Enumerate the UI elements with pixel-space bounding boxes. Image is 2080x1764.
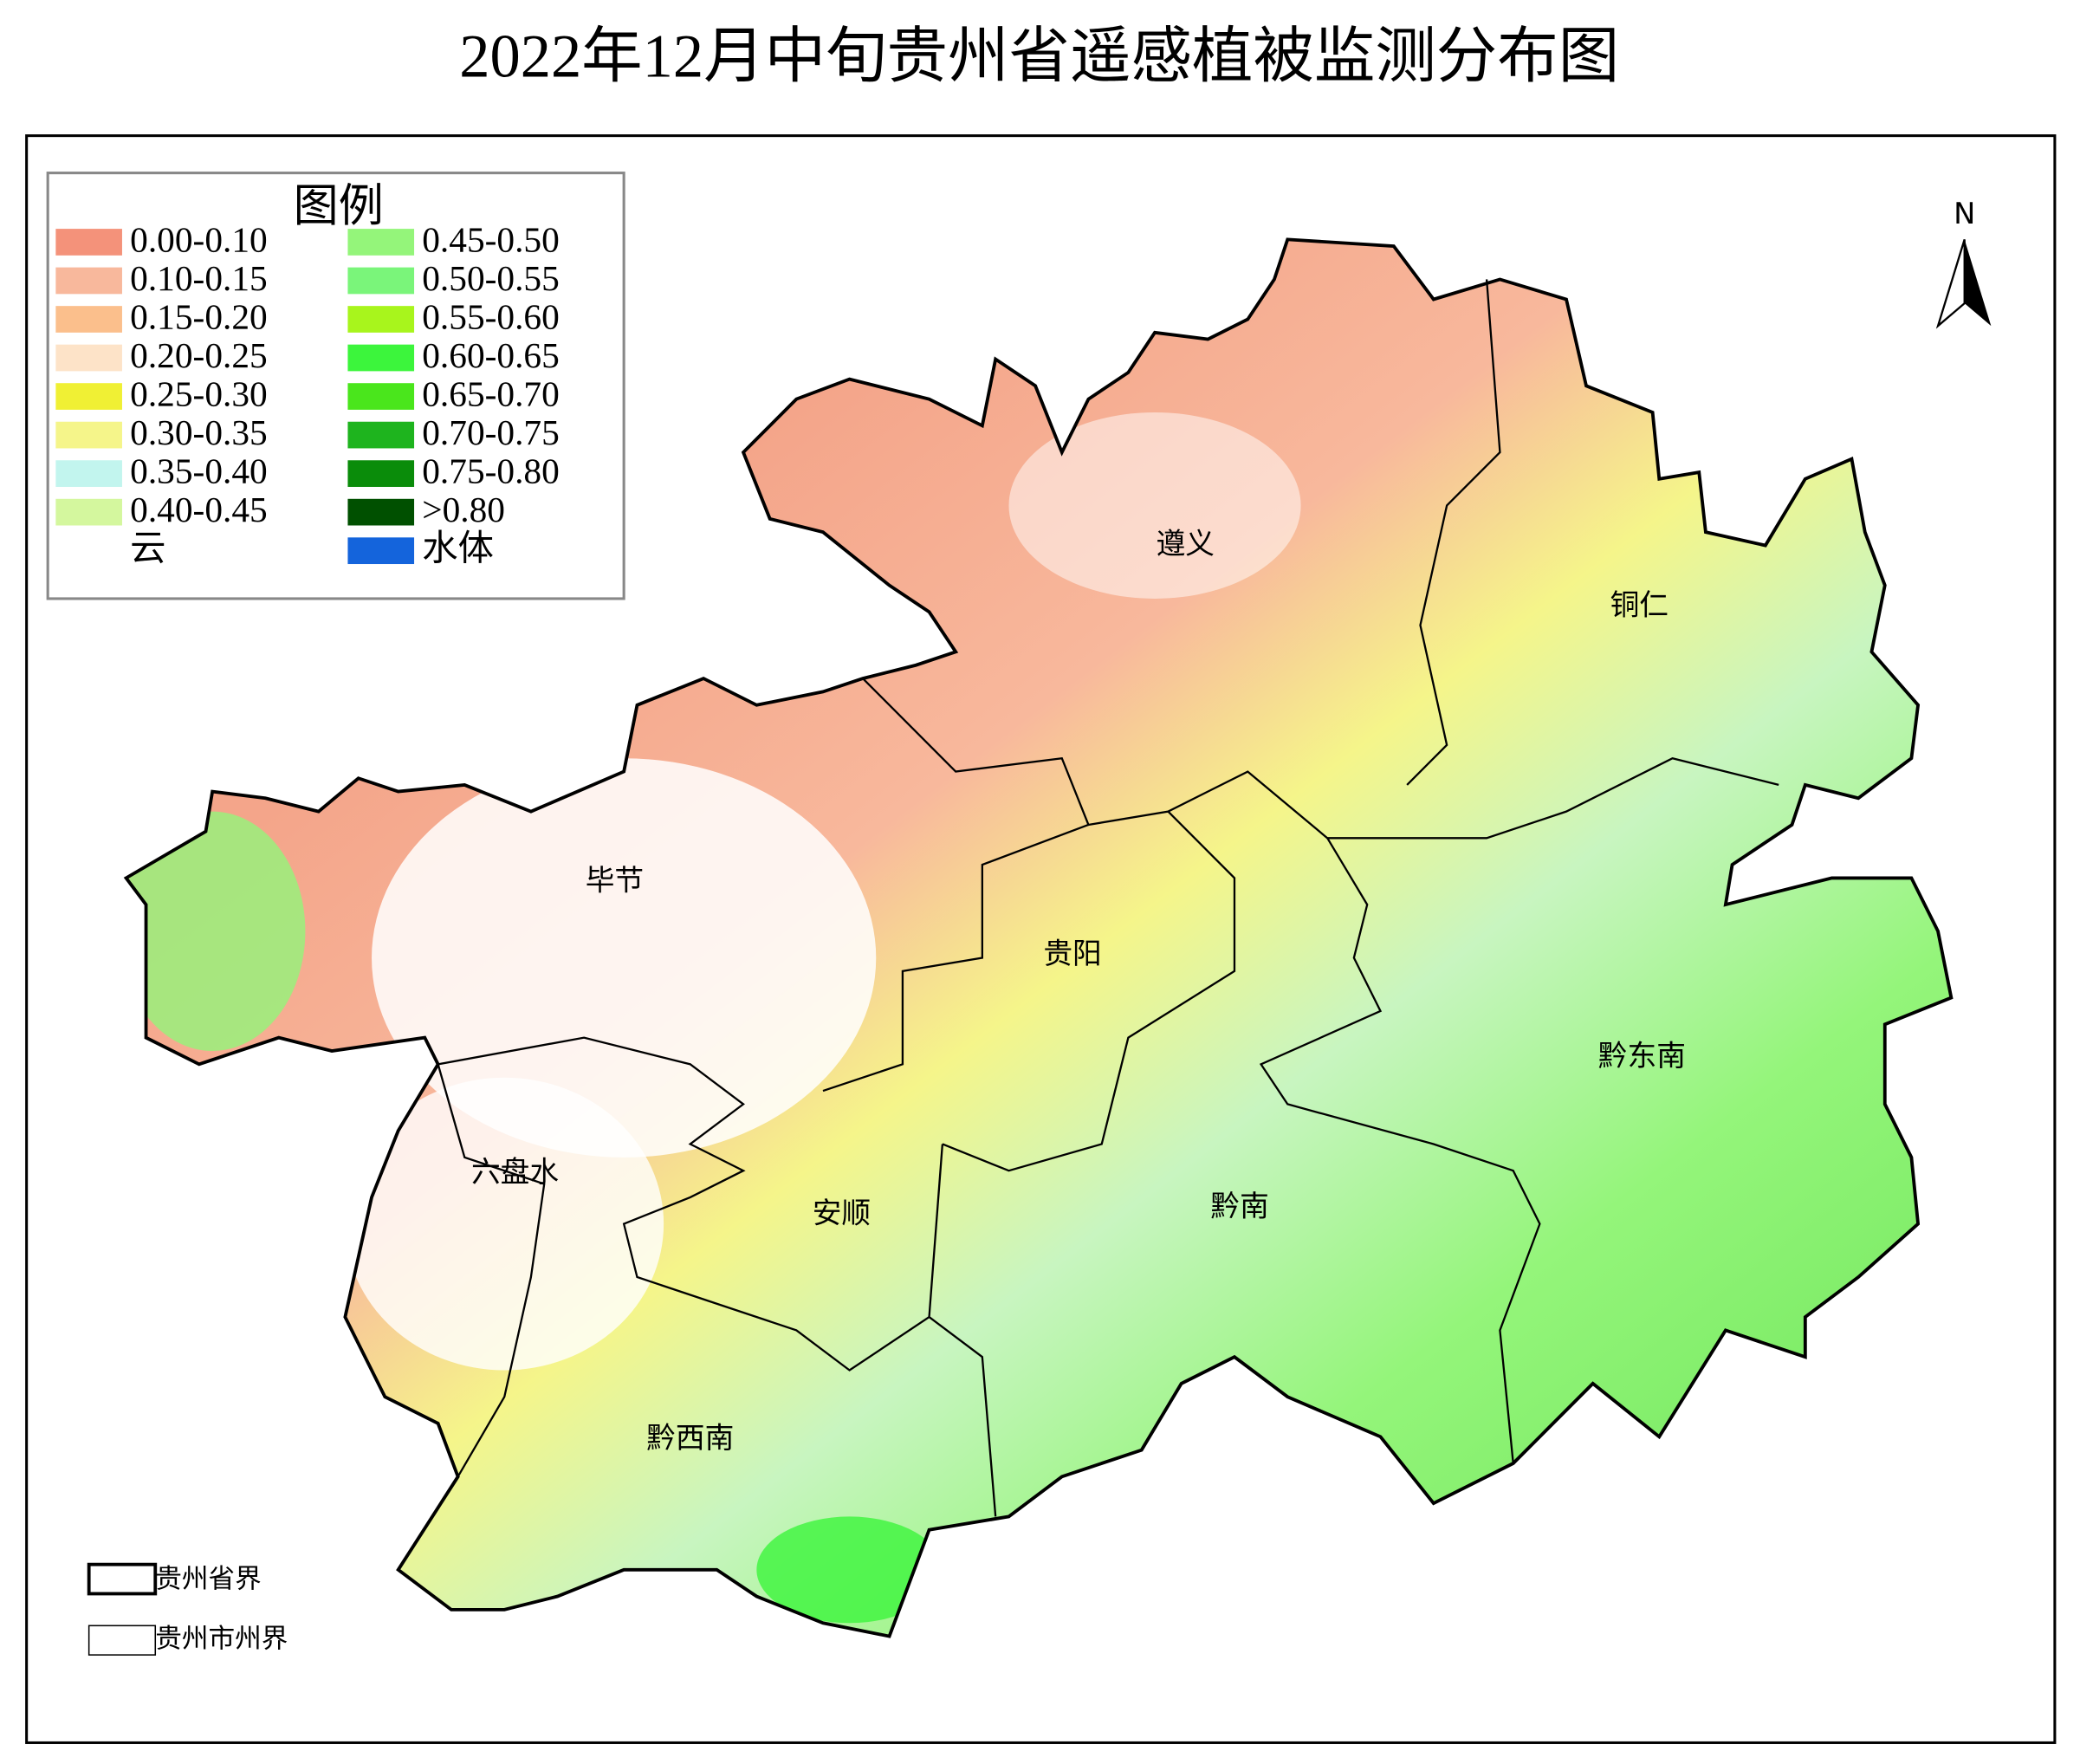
map-title: 2022年12月中旬贵州省遥感植被监测分布图 [459, 23, 1619, 90]
vegetation-raster [126, 239, 1952, 1637]
region-label: 黔西南 [646, 1421, 734, 1455]
legend-label: 0.25-0.30 [130, 374, 268, 414]
region-label: 毕节 [586, 863, 644, 897]
legend-swatch [347, 267, 415, 295]
region-label: 安顺 [813, 1196, 871, 1229]
region-label: 黔东南 [1598, 1039, 1686, 1073]
map-frame [25, 134, 2057, 1744]
legend-label: 0.00-0.10 [130, 219, 268, 259]
legend-label: >0.80 [422, 490, 505, 529]
legend-swatch [55, 229, 122, 256]
region-label: 六盘水 [471, 1155, 559, 1189]
legend-swatch [55, 306, 122, 333]
legend-label: 0.15-0.20 [130, 297, 268, 337]
legend-swatch [347, 306, 415, 333]
legend-label: 0.55-0.60 [422, 297, 560, 337]
province-boundary-swatch [87, 1562, 158, 1596]
prefecture-boundary-swatch [87, 1625, 157, 1656]
legend-label: 0.10-0.15 [130, 258, 268, 298]
legend-swatch [55, 344, 122, 372]
legend-label: 0.50-0.55 [422, 258, 560, 298]
legend-swatch [347, 460, 415, 487]
legend-swatch [55, 498, 122, 526]
legend-label: 0.70-0.75 [422, 412, 560, 452]
legend-swatch [347, 383, 415, 410]
legend-label: 0.60-0.65 [422, 335, 560, 375]
boundary-legend-label: 贵州省界 [155, 1565, 262, 1595]
legend-swatch [347, 344, 415, 372]
legend-label: 云 [130, 529, 165, 568]
region-label: 铜仁 [1610, 588, 1669, 622]
north-label: N [1954, 197, 1975, 230]
legend-swatch [55, 421, 122, 449]
legend-label: 0.30-0.35 [130, 412, 268, 452]
legend-swatch [347, 537, 415, 565]
region-label: 遵义 [1157, 527, 1215, 561]
legend-swatch [347, 421, 415, 449]
legend-label: 0.45-0.50 [422, 219, 560, 259]
region-label: 黔南 [1210, 1190, 1268, 1223]
north-arrow-right [1964, 239, 1992, 327]
legend-label: 0.75-0.80 [422, 451, 560, 491]
region-label: 贵阳 [1043, 937, 1101, 970]
legend-swatch [55, 460, 122, 487]
boundary-legend-label: 贵州市州界 [155, 1625, 288, 1655]
legend-items: 0.00-0.100.10-0.150.15-0.200.20-0.250.25… [55, 219, 560, 568]
legend-swatch [55, 383, 122, 410]
legend-swatch [55, 267, 122, 295]
legend-label: 0.20-0.25 [130, 335, 268, 375]
legend-label: 水体 [422, 529, 494, 568]
legend-label: 0.40-0.45 [130, 490, 268, 529]
legend-swatch [347, 229, 415, 256]
legend-box [46, 172, 625, 600]
legend-label: 0.65-0.70 [422, 374, 560, 414]
north-arrow-left [1935, 239, 1966, 329]
legend-label: 0.35-0.40 [130, 451, 268, 491]
legend-title: 图例 [294, 180, 384, 232]
prefecture-boundaries [437, 279, 1779, 1517]
legend-swatch [347, 498, 415, 526]
